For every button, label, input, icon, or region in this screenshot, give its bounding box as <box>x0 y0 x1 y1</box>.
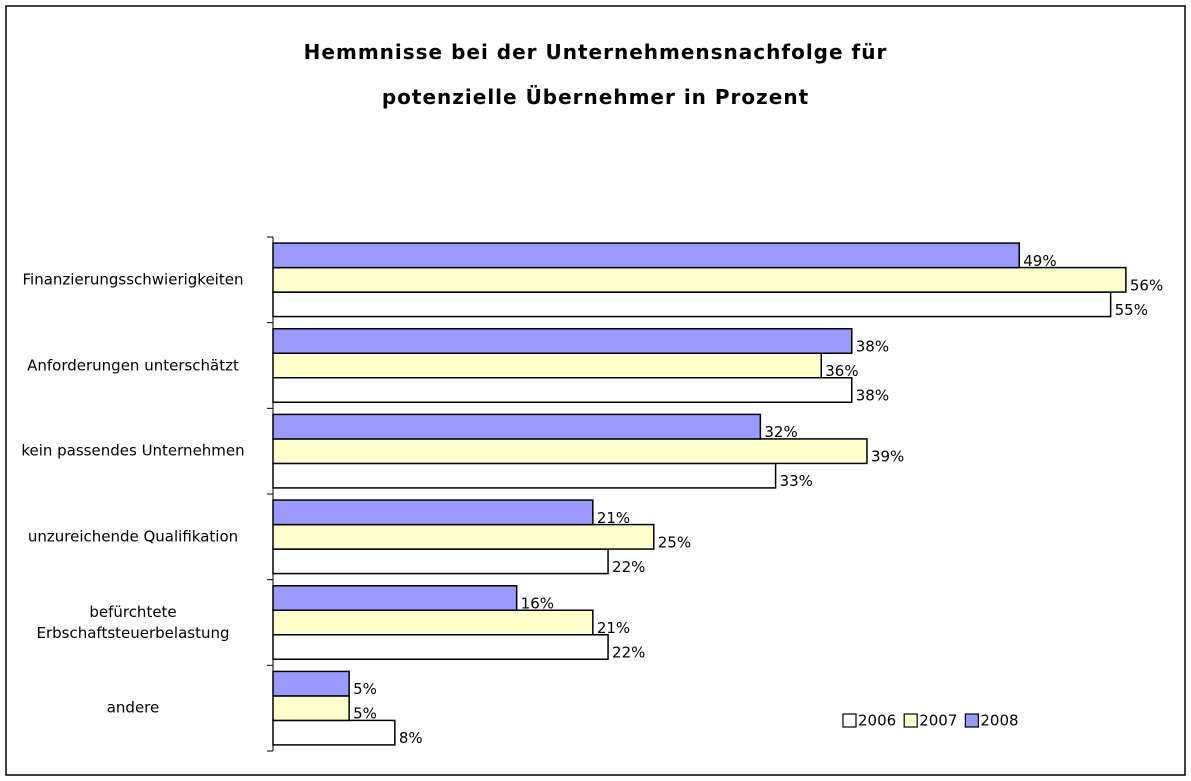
category-label: Finanzierungsschwierigkeiten <box>22 270 244 289</box>
legend-swatch <box>903 713 918 728</box>
bar <box>272 670 350 697</box>
bar <box>272 377 853 403</box>
value-label: 56% <box>1130 276 1163 294</box>
legend-swatch <box>964 713 979 728</box>
legend-swatch <box>842 713 857 728</box>
value-label: 55% <box>1115 301 1148 319</box>
value-label: 32% <box>764 423 797 441</box>
bar <box>272 499 594 526</box>
bar <box>272 413 762 440</box>
value-label: 5% <box>353 705 377 723</box>
bar <box>272 719 396 746</box>
category-label: unzureichende Qualifikation <box>27 527 239 546</box>
value-label: 38% <box>856 338 889 356</box>
value-label: 5% <box>353 680 377 698</box>
bar <box>272 585 518 611</box>
bar <box>272 352 823 379</box>
frame <box>5 5 1186 776</box>
category-label: Anforderungen unterschätzt <box>27 356 239 374</box>
value-label: 38% <box>856 387 889 405</box>
category-label: kein passendes Unternehmen <box>21 441 245 460</box>
value-label: 21% <box>597 509 630 527</box>
bar <box>272 291 1112 318</box>
value-label: 25% <box>658 533 691 551</box>
value-label: 21% <box>597 619 630 637</box>
value-label: 22% <box>612 644 645 662</box>
bar <box>272 266 1127 293</box>
bar <box>272 634 609 660</box>
legend-label: 2006 <box>858 712 896 730</box>
bar <box>272 462 777 489</box>
bar <box>272 438 868 465</box>
value-label: 16% <box>521 595 554 613</box>
value-label: 49% <box>1023 252 1056 270</box>
value-label: 36% <box>825 362 858 380</box>
bar <box>272 695 350 722</box>
value-label: 39% <box>871 448 904 466</box>
bar <box>272 609 594 636</box>
value-label: 33% <box>780 472 813 490</box>
chart-title: potenzielle Übernehmer in Prozent <box>381 85 810 109</box>
legend-label: 2008 <box>980 712 1018 730</box>
bar <box>272 328 853 354</box>
bar <box>272 523 655 550</box>
legend-label: 2007 <box>919 712 957 730</box>
chart-title: Hemmnisse bei der Unternehmensnachfolge … <box>303 40 888 64</box>
category-label: befürchtete Erbschaftsteuerbelastung <box>36 602 230 642</box>
category-label: andere <box>106 698 160 717</box>
value-label: 22% <box>612 558 645 576</box>
bar <box>272 242 1021 269</box>
value-label: 8% <box>399 729 423 747</box>
bar <box>272 548 609 575</box>
